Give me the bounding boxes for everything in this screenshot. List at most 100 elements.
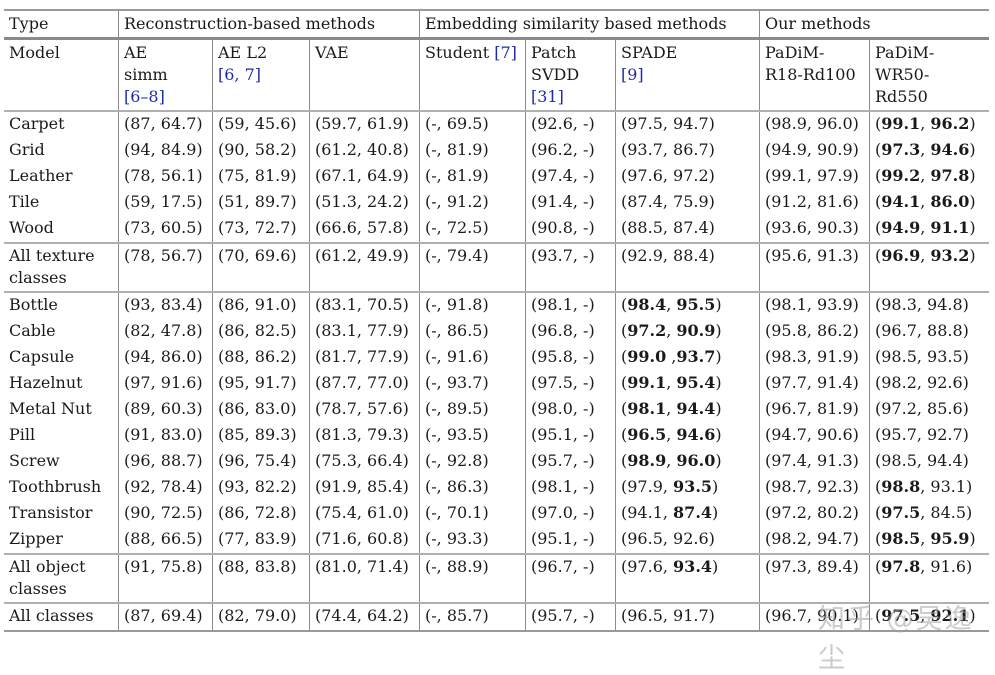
pro-score: 69.6 — [254, 246, 291, 265]
pro-score: 64.9 — [367, 166, 403, 185]
image-auroc: 96.7 — [881, 321, 917, 340]
pro-score: - — [583, 606, 589, 625]
image-auroc: 95.1 — [537, 529, 573, 548]
image-auroc: 97.5 — [881, 606, 921, 625]
result-cell: (97.5, -) — [525, 371, 616, 397]
pro-score: 61.9 — [367, 114, 403, 133]
table-row: Toothbrush (92, 78.4) (93, 82.2) (91.9, 85.… — [4, 475, 989, 501]
pro-score: 89.4 — [817, 557, 853, 576]
result-cell: (97.4, -) — [525, 164, 616, 190]
pro-score: 94.7 — [673, 114, 709, 133]
image-auroc: 81.7 — [321, 347, 357, 366]
result-cell: (98.5, 95.9) — [869, 527, 989, 554]
pro-score: 93.7 — [446, 373, 483, 392]
result-cell: (-, 92.8) — [419, 449, 526, 475]
pro-score: 91.3 — [817, 451, 853, 470]
result-cell: (97.2, 85.6) — [869, 397, 989, 423]
row-label: Cable — [9, 321, 56, 340]
table-row: All classes (87, 69.4) (82, 79.0) (74.4, 64… — [4, 603, 989, 631]
result-cell: (97.5, 84.5) — [869, 501, 989, 527]
pro-score: 56.1 — [160, 166, 197, 185]
image-auroc: 78 — [130, 166, 151, 185]
image-auroc: 92.9 — [627, 246, 663, 265]
pro-score: 64.7 — [160, 114, 197, 133]
pro-score: 87.4 — [673, 218, 709, 237]
row-label: Hazelnut — [9, 373, 83, 392]
pro-score: 75.8 — [160, 557, 197, 576]
image-auroc: 94 — [130, 140, 151, 159]
table-row: Metal Nut (89, 60.3) (86, 83.0) (78.7, 57.6… — [4, 397, 989, 423]
result-cell: (91.4, -) — [525, 190, 616, 216]
pro-score: 17.5 — [160, 192, 197, 211]
result-cell: (86, 82.5) — [212, 319, 310, 345]
pro-score: - — [583, 503, 589, 522]
image-auroc: 91.2 — [771, 192, 807, 211]
result-cell: (98.1, -) — [525, 475, 616, 501]
table-row: Bottle (93, 83.4) (86, 91.0) (83.1, 70.5) (-… — [4, 292, 989, 319]
image-auroc: - — [431, 166, 437, 185]
result-cell: (88, 66.5) — [118, 527, 213, 554]
pro-score: 81.6 — [817, 192, 853, 211]
pro-score: 79.4 — [446, 246, 483, 265]
image-auroc: 98.5 — [881, 529, 921, 548]
pro-score: 93.5 — [446, 425, 483, 444]
pro-score: 93.3 — [446, 529, 483, 548]
pro-score: 83.0 — [160, 425, 197, 444]
result-cell: (-, 91.6) — [419, 345, 526, 371]
pro-score: 81.9 — [446, 166, 483, 185]
image-auroc: 70 — [224, 246, 245, 265]
image-auroc: 98.1 — [537, 295, 573, 314]
group-header-embedding: Embedding similarity based methods — [419, 10, 760, 39]
result-cell: (95.7, -) — [525, 603, 616, 631]
image-auroc: 96.7 — [537, 557, 573, 576]
pro-score: 93.9 — [817, 295, 853, 314]
result-cell: (83.1, 70.5) — [309, 292, 420, 319]
pro-score: 60.3 — [160, 399, 197, 418]
pro-score: - — [583, 451, 589, 470]
image-auroc: 97.0 — [537, 503, 573, 522]
result-cell: (99.0 ,93.7) — [615, 345, 760, 371]
citation-link[interactable]: [6–8] — [124, 87, 165, 106]
result-cell: (94, 84.9) — [118, 138, 213, 164]
result-cell: (-, 86.3) — [419, 475, 526, 501]
citation-link[interactable]: [9] — [621, 65, 644, 84]
result-cell: (66.6, 57.8) — [309, 216, 420, 243]
result-cell: (81.3, 79.3) — [309, 423, 420, 449]
result-cell: (-, 88.9) — [419, 554, 526, 603]
pro-score: 90.6 — [817, 425, 853, 444]
image-auroc: 83.1 — [321, 321, 357, 340]
image-auroc: - — [431, 477, 437, 496]
pro-score: 92.3 — [817, 477, 853, 496]
pro-score: 83.9 — [254, 529, 291, 548]
pro-score: 70.1 — [446, 503, 483, 522]
citation-link[interactable]: [7] — [494, 43, 517, 62]
result-cell: (89, 60.3) — [118, 397, 213, 423]
image-auroc: 96.5 — [627, 606, 663, 625]
pro-score: 57.8 — [367, 218, 403, 237]
image-auroc: - — [431, 451, 437, 470]
image-auroc: 91.9 — [321, 477, 357, 496]
result-cell: (98.2, 94.7) — [759, 527, 870, 554]
result-cell: (91.9, 85.4) — [309, 475, 420, 501]
image-auroc: 99.1 — [771, 166, 807, 185]
result-cell: (-, 93.7) — [419, 371, 526, 397]
group-header-ours: Our methods — [759, 10, 989, 39]
result-cell: (91, 83.0) — [118, 423, 213, 449]
pro-score: 89.5 — [446, 399, 483, 418]
pro-score: 94.4 — [927, 451, 963, 470]
citation-link[interactable]: [31] — [531, 87, 564, 106]
image-auroc: 98.3 — [881, 295, 917, 314]
pro-score: 94.6 — [930, 140, 970, 159]
result-cell: (93.7, 86.7) — [615, 138, 760, 164]
image-auroc: 93.7 — [627, 140, 663, 159]
pro-score: 88.4 — [673, 246, 709, 265]
pro-score: 92.6 — [673, 529, 709, 548]
pro-score: 89.7 — [254, 192, 291, 211]
image-auroc: 99.0 — [627, 347, 667, 366]
citation-link[interactable]: [6, 7] — [218, 65, 262, 84]
table-row: Grid (94, 84.9) (90, 58.2) (61.2, 40.8) (-, … — [4, 138, 989, 164]
image-auroc: 82 — [130, 321, 151, 340]
result-cell: (96, 88.7) — [118, 449, 213, 475]
result-cell: (51.3, 24.2) — [309, 190, 420, 216]
result-cell: (61.2, 40.8) — [309, 138, 420, 164]
